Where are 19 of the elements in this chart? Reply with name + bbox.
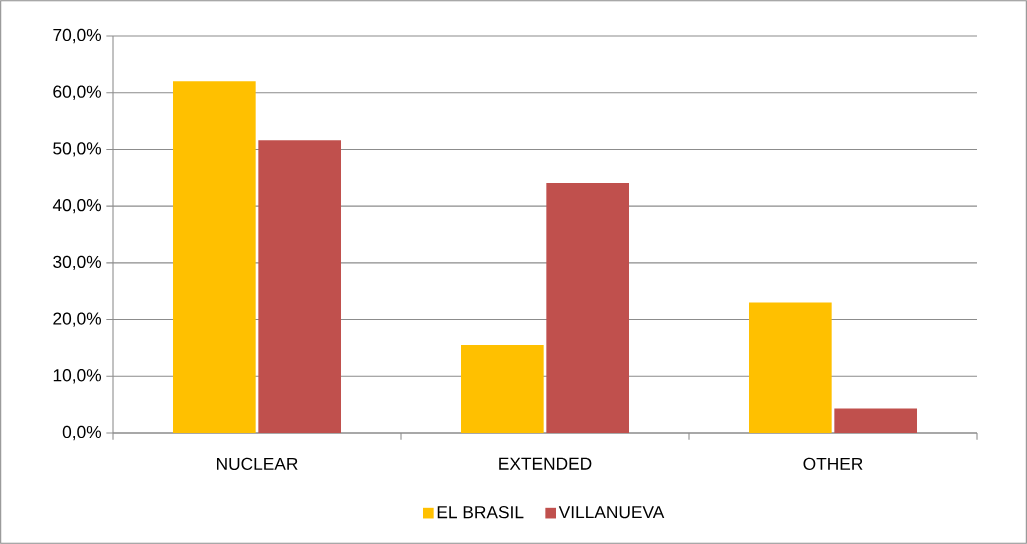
bar [258, 140, 342, 433]
bar [834, 408, 918, 433]
x-tick-label: OTHER [803, 457, 863, 470]
bar [546, 182, 630, 433]
legend-label: VILLANUEVA [558, 506, 665, 519]
x-tick-label: EXTENDED [499, 457, 592, 470]
y-tick-label: 60,0% [53, 85, 102, 100]
bar [461, 345, 544, 433]
legend-label: EL BRASIL [437, 506, 524, 519]
y-tick-label: 50,0% [53, 142, 102, 157]
x-tick-label: NUCLEAR [217, 457, 298, 470]
y-tick-label: 10,0% [53, 369, 102, 384]
bar [749, 302, 832, 433]
y-tick-label: 30,0% [53, 255, 102, 271]
y-tick-label: 70,0% [53, 28, 102, 44]
y-tick-label: 20,0% [53, 312, 102, 327]
y-tick-label: 40,0% [52, 198, 102, 214]
y-tick-label: 0,0% [62, 425, 102, 441]
bar [173, 81, 256, 433]
